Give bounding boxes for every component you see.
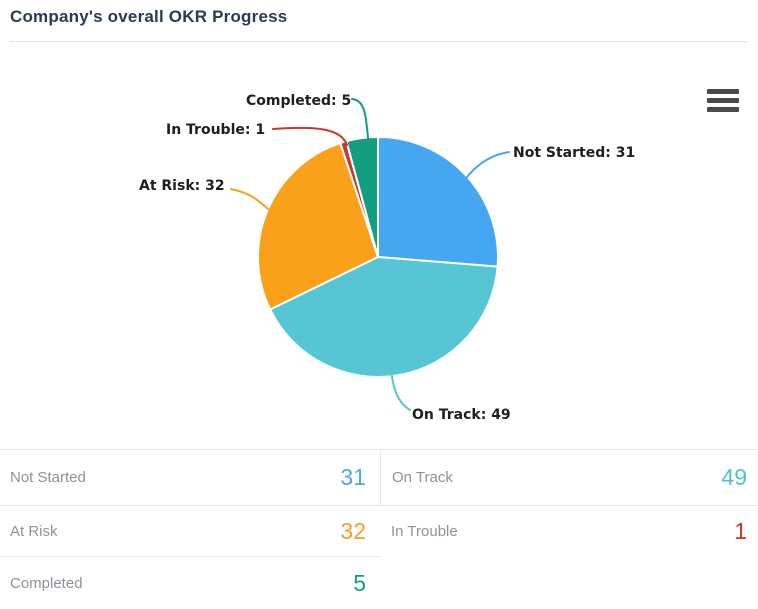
summary-cell-at-risk: At Risk 32 xyxy=(0,506,380,557)
pie-connector-in-trouble xyxy=(272,126,348,146)
pie-label-in-trouble: In Trouble: 1 xyxy=(166,122,266,138)
summary-value: 1 xyxy=(734,518,747,544)
summary-cell-empty xyxy=(380,557,758,609)
summary-label: At Risk xyxy=(10,522,58,540)
pie-connector-on-track xyxy=(391,375,411,411)
pie-slice-completed[interactable] xyxy=(345,135,379,258)
pie-connector-not-started xyxy=(466,151,510,178)
pie-label-at-risk: At Risk: 32 xyxy=(139,178,225,194)
summary-label: On Track xyxy=(392,469,453,486)
page-title: Company's overall OKR Progress xyxy=(10,7,288,26)
summary-value: 5 xyxy=(353,569,366,596)
pie-connector-at-risk xyxy=(230,188,269,210)
summary-table: Not Started 31 On Track 49 At Risk 32 In… xyxy=(0,449,758,608)
pie-label-completed: Completed: 5 xyxy=(246,93,352,109)
title-divider xyxy=(10,41,748,42)
summary-value: 32 xyxy=(340,517,366,544)
summary-label: Completed xyxy=(10,574,83,592)
pie-label-on-track: On Track: 49 xyxy=(412,407,511,423)
summary-label: In Trouble xyxy=(391,523,458,540)
summary-cell-completed: Completed 5 xyxy=(0,557,380,609)
chart-context-menu-button[interactable] xyxy=(704,86,742,115)
pie-label-not-started: Not Started: 31 xyxy=(513,145,636,161)
pie-slice-not-started[interactable] xyxy=(377,136,499,268)
summary-value: 49 xyxy=(721,464,747,490)
summary-label: Not Started xyxy=(10,469,86,486)
summary-cell-not-started: Not Started 31 xyxy=(0,450,380,506)
hamburger-icon xyxy=(707,89,739,94)
pie-slice-at-risk[interactable] xyxy=(257,142,379,311)
hamburger-icon xyxy=(707,98,739,103)
pie-connector-completed xyxy=(351,98,369,139)
summary-value: 31 xyxy=(340,464,366,490)
hamburger-icon xyxy=(707,107,739,112)
okr-pie-chart xyxy=(230,98,510,411)
pie-slice-on-track[interactable] xyxy=(269,256,499,378)
summary-cell-in-trouble: In Trouble 1 xyxy=(380,506,758,557)
summary-cell-on-track: On Track 49 xyxy=(380,450,758,506)
